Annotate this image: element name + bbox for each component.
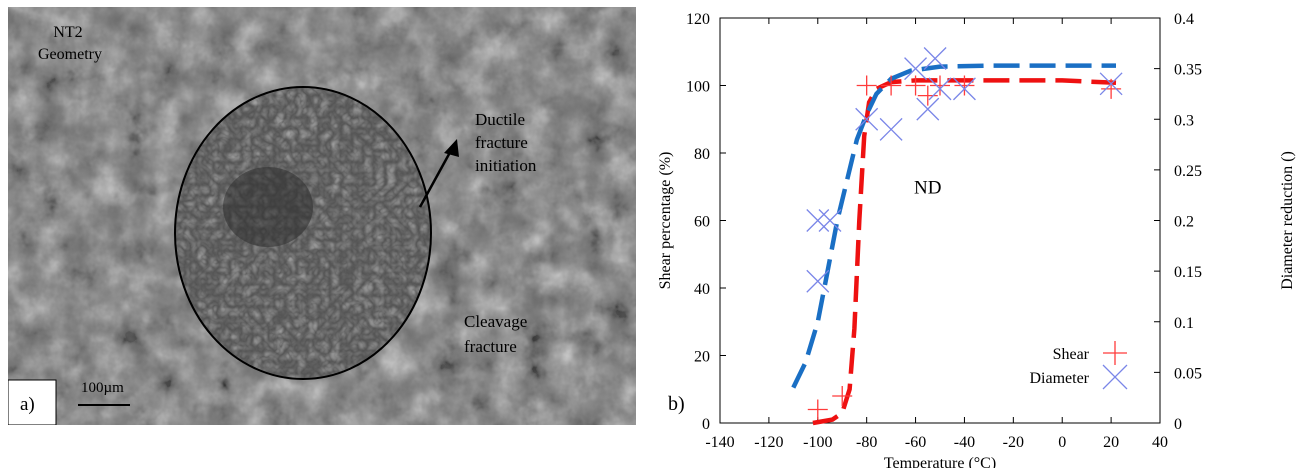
specimen-line-1: NT2 — [53, 24, 82, 41]
legend-marker-diameter — [1102, 364, 1128, 390]
data-point-shear — [917, 85, 938, 106]
data-point-shear — [1101, 78, 1122, 99]
data-point-diameter — [904, 57, 928, 81]
panel-b-label: b) — [668, 393, 685, 415]
sem-fractograph: NT2 Geometry Ductile fracture initiation… — [8, 7, 636, 425]
ductile-label: Ductile fracture initiation — [475, 110, 537, 175]
chart-annotation: ND — [914, 178, 941, 199]
data-point-diameter — [916, 97, 940, 121]
x-tick-label: -120 — [754, 434, 783, 451]
y2-tick-label: 0.3 — [1174, 112, 1194, 129]
cleavage-line-2: fracture — [464, 337, 517, 356]
x-tick-label: 0 — [1058, 434, 1066, 451]
data-point-diameter — [1099, 72, 1123, 96]
y-tick-label: 80 — [694, 146, 710, 163]
fit-curve-diameter — [791, 63, 1116, 389]
legend-label-diameter: Diameter — [1029, 370, 1089, 387]
panel-a-label-box — [8, 379, 57, 425]
arrow-head-icon — [444, 139, 459, 157]
scale-bar-label: 100µm — [81, 380, 124, 396]
x-tick-label: -20 — [1003, 434, 1024, 451]
y2-tick-label: 0.25 — [1174, 163, 1202, 180]
cleavage-line-1: Cleavage — [464, 312, 527, 331]
y-tick-label: 40 — [694, 281, 710, 298]
initiation-arrow — [418, 144, 456, 208]
x-tick-label: -80 — [856, 434, 877, 451]
x-tick-label: -140 — [705, 434, 734, 451]
data-point-diameter — [879, 117, 903, 141]
x-axis-label: Temperature (°C) — [884, 455, 996, 468]
data-point-shear — [881, 75, 902, 96]
y-tick-label: 0 — [702, 416, 710, 433]
x-tick-label: -40 — [954, 434, 975, 451]
x-tick-label: -100 — [803, 434, 832, 451]
ductile-line-3: initiation — [475, 156, 537, 175]
dimple-region — [175, 87, 431, 379]
y-tick-label: 60 — [694, 214, 710, 231]
y2-tick-label: 0.05 — [1174, 365, 1202, 382]
y2-axis-label: Diameter reduction () — [1279, 151, 1296, 290]
y2-tick-label: 0.4 — [1174, 11, 1194, 28]
x-tick-label: 40 — [1152, 434, 1168, 451]
data-point-diameter — [923, 47, 947, 70]
ductile-line-1: Ductile — [475, 110, 525, 129]
panel-a-label: a) — [20, 394, 35, 415]
data-point-diameter — [818, 209, 842, 232]
data-point-shear — [930, 75, 950, 96]
data-point-diameter — [806, 209, 830, 232]
y2-tick-label: 0.15 — [1174, 264, 1202, 281]
y2-tick-label: 0.2 — [1174, 214, 1194, 231]
legend-marker-shear — [1103, 341, 1127, 365]
specimen-line-2: Geometry — [38, 46, 102, 63]
cleavage-label: Cleavage fracture — [464, 312, 532, 356]
specimen-label: NT2 Geometry — [38, 24, 102, 63]
y2-tick-label: 0 — [1174, 416, 1182, 433]
y2-tick-label: 0.35 — [1174, 62, 1202, 79]
data-point-shear — [832, 386, 853, 406]
y2-tick-label: 0.1 — [1174, 315, 1194, 332]
data-point-shear — [954, 75, 975, 96]
ductile-line-2: fracture — [475, 133, 528, 152]
data-point-diameter — [928, 77, 952, 101]
y-axis-label: Shear percentage (%) — [657, 152, 674, 290]
data-point-diameter — [806, 269, 830, 293]
ductile-region-ellipse — [174, 86, 432, 380]
legend-label-shear: Shear — [1053, 346, 1090, 363]
y-tick-label: 120 — [686, 11, 710, 28]
data-point-diameter — [952, 77, 976, 101]
x-tick-label: -60 — [905, 434, 926, 451]
transition-chart: b) -140 -120 -100 -80 -60 -40 -20 0 20 40 0 20 40 60 8… — [657, 11, 1296, 468]
x-tick-label: 20 — [1103, 434, 1119, 451]
data-point-diameter — [855, 107, 879, 131]
y-tick-label: 20 — [694, 349, 710, 366]
data-point-shear — [856, 75, 877, 96]
data-point-shear — [905, 75, 926, 96]
plot-area: -140 -120 -100 -80 -60 -40 -20 0 20 40 0 20 40 60 80 10… — [657, 11, 1296, 468]
data-point-shear — [807, 399, 828, 420]
y-tick-label: 100 — [686, 79, 710, 96]
